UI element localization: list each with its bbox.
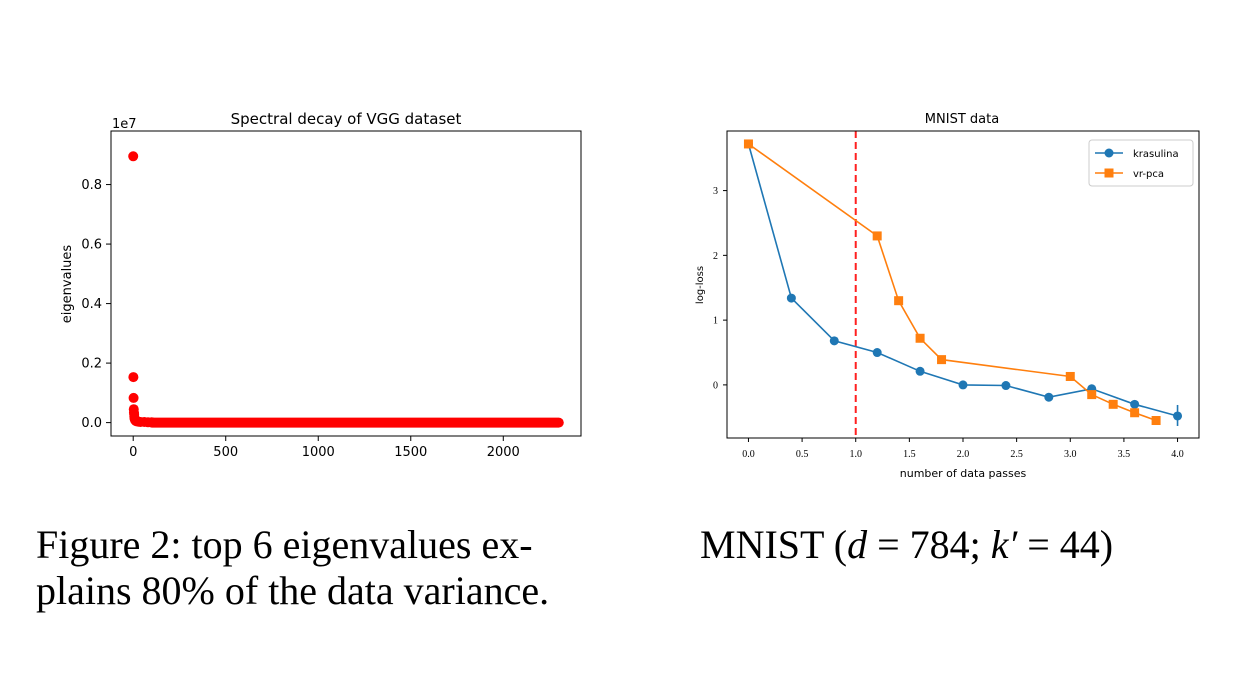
y-axis-label: eigenvalues [60,245,75,324]
chart-title: Spectral decay of VGG dataset [231,110,462,128]
offset-text: 1e7 [112,117,137,132]
data-point-vr-pca [872,231,882,241]
data-point [128,151,139,162]
x-tick-label: 500 [213,445,238,460]
caption-var-d: d [847,522,868,567]
data-point-vr-pca [1151,416,1161,426]
y-tick-label: 0.8 [81,178,102,193]
y-tick-label: 0.0 [81,416,102,431]
y-tick-label: 2 [713,251,718,262]
mnist-chart: MNIST data number of data passes log-los… [695,112,1200,480]
data-point-krasulina [1130,399,1140,409]
plot-frame [726,130,1200,439]
y-tick-label: 0.6 [81,238,102,253]
data-point [128,372,139,383]
x-tick-label: 2.5 [1010,449,1023,460]
data-point-vr-pca [1108,399,1118,409]
x-tick-label: 0 [129,445,137,460]
plot-frame [110,130,582,437]
data-point [146,417,157,428]
caption-eq-1: = 784; [867,522,991,567]
caption-var-k: k′ [990,522,1018,567]
data-point-vr-pca [937,355,947,365]
y-tick-label: 1 [713,316,718,327]
data-point-vr-pca [1065,371,1075,381]
x-tick-label: 4.0 [1171,449,1184,460]
data-point-vr-pca [915,333,925,343]
y-tick-label: 0.2 [81,357,102,372]
x-tick-label: 1.0 [849,449,862,460]
legend-marker-krasulina [1104,148,1114,158]
data-point-krasulina [1001,381,1011,391]
figure-caption-right: MNIST (d = 784; k′ = 44) [700,522,1240,568]
data-point-krasulina [829,336,839,346]
legend-label-krasulina: krasulina [1133,149,1179,160]
x-tick-label: 2.0 [957,449,970,460]
legend-marker-vr-pca [1104,168,1114,178]
x-tick-label: 2000 [487,445,520,460]
caption-eq-2: = 44) [1017,522,1114,567]
data-point-krasulina [786,293,796,303]
x-tick-label: 3.0 [1064,449,1077,460]
data-point-vr-pca [743,139,753,149]
legend: krasulina vr-pca [1088,139,1194,187]
data-point-vr-pca [894,296,904,306]
data-point-vr-pca [1087,390,1097,400]
y-tick-label: 3 [713,186,718,197]
spectral-decay-chart: Spectral decay of VGG dataset 1e7 eigenv… [60,110,582,460]
y-tick-label: 0 [713,380,718,391]
x-tick-label: 0.5 [796,449,809,460]
figure-caption-left: Figure 2: top 6 eigenvalues ex- plains 8… [36,522,656,614]
legend-box [1088,139,1194,187]
x-axis-label: number of data passes [900,467,1027,480]
x-tick-label: 0.0 [742,449,755,460]
caption-line-1: Figure 2: top 6 eigenvalues ex- [36,522,533,567]
data-point [128,392,139,403]
x-tick-label: 1.5 [903,449,916,460]
x-tick-label: 3.5 [1118,449,1131,460]
data-point-krasulina [872,348,882,358]
caption-prefix: MNIST ( [700,522,848,567]
data-point-krasulina [958,380,968,390]
data-point-vr-pca [1130,408,1140,418]
chart-title: MNIST data [925,112,999,127]
caption-line-2: plains 80% of the data variance. [36,568,550,613]
y-axis-label: log-loss [695,266,706,304]
x-tick-label: 1500 [394,445,427,460]
legend-label-vr-pca: vr-pca [1133,169,1164,180]
series-line-vr-pca [748,143,1157,422]
data-point-krasulina [1044,392,1054,402]
y-tick-label: 0.4 [81,297,102,312]
data-point-krasulina [915,366,925,376]
x-tick-label: 1000 [302,445,335,460]
